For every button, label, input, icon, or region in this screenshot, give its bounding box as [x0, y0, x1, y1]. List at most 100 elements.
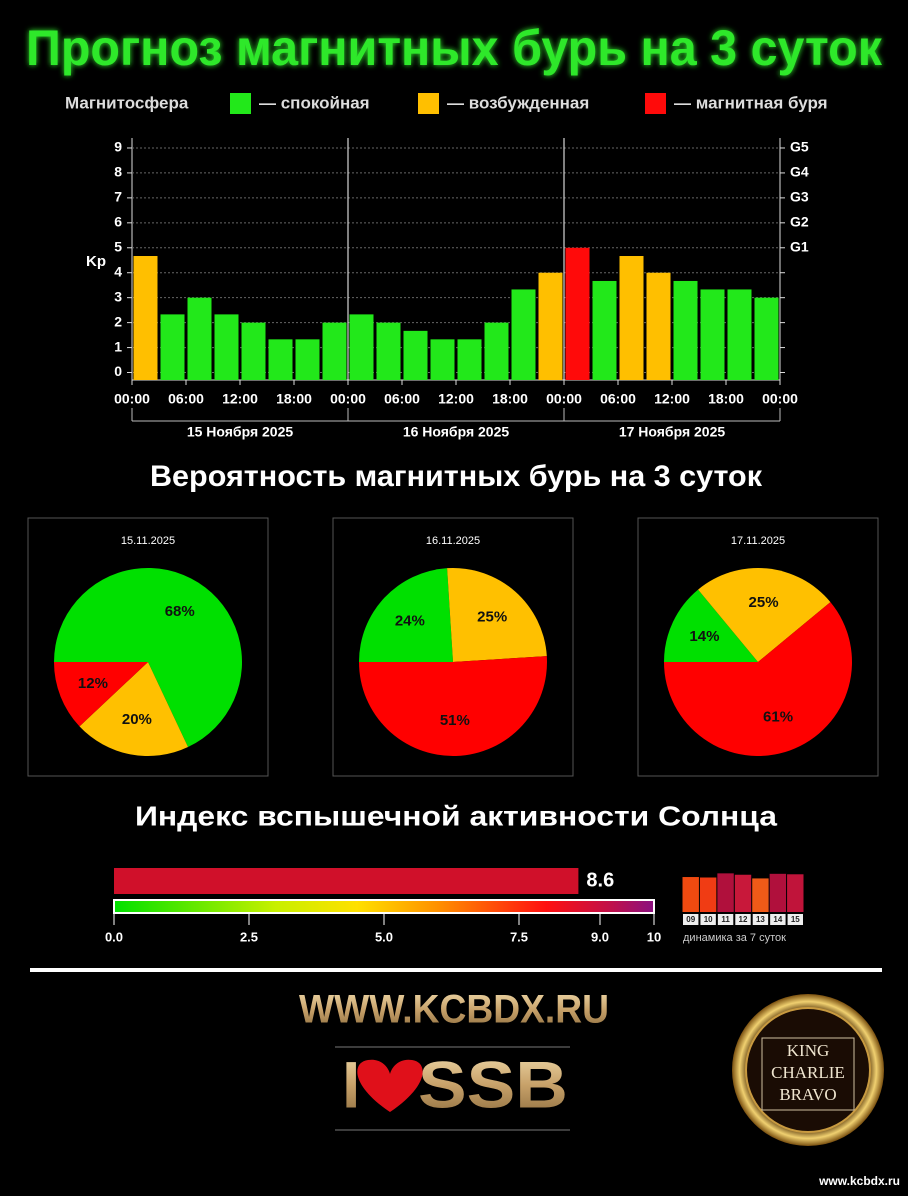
legend-swatch: [230, 93, 251, 114]
pie-slice: [359, 568, 453, 662]
x-tick-label: 12:00: [438, 391, 474, 407]
pie-slice: [698, 568, 831, 662]
x-tick-label: 06:00: [600, 391, 636, 407]
x-tick-label: 5.0: [375, 929, 393, 944]
pie-slice: [54, 568, 242, 748]
x-tick-label: 2.5: [240, 929, 258, 944]
x-tick-label: 12: [739, 915, 748, 924]
category-box: [717, 914, 734, 925]
x-tick-label: 18:00: [276, 391, 312, 407]
badge: [745, 1007, 871, 1133]
category-box: [700, 914, 716, 925]
heart-icon: [357, 1059, 423, 1112]
bar: [565, 247, 590, 380]
x-tick-label: 00:00: [762, 391, 798, 407]
bar: [187, 297, 212, 380]
x-tick-label: 10: [647, 929, 661, 944]
legend-label: — магнитная буря: [674, 93, 828, 112]
bar: [700, 289, 725, 380]
site-banner: WWW.KCBDX.RU: [299, 988, 609, 1032]
pie-title: 15.11.2025: [121, 535, 175, 547]
y2-tick-label: G1: [790, 238, 809, 254]
bar: [241, 322, 266, 380]
site-url: www.kcbdx.ru: [818, 1174, 900, 1188]
y2-tick-label: G5: [790, 139, 809, 155]
x-tick-label: 12:00: [654, 391, 690, 407]
slice-label: 20%: [122, 711, 152, 728]
bar: [699, 877, 717, 912]
legend-title: Магнитосфера: [65, 93, 189, 112]
y2-tick-label: G4: [790, 164, 809, 180]
bar: [673, 280, 698, 380]
y-tick-label: 9: [114, 139, 122, 155]
slice-label: 12%: [78, 675, 108, 692]
slice-label: 25%: [477, 609, 507, 626]
legend-label: — возбужденная: [447, 93, 589, 112]
bar: [717, 873, 734, 912]
bar: [349, 314, 374, 380]
day-label: 15 Ноября 2025: [187, 424, 294, 440]
y-tick-label: 6: [114, 214, 122, 230]
bar: [457, 339, 482, 380]
bar: [646, 272, 671, 380]
x-tick-label: 15: [791, 915, 800, 924]
bar: [403, 330, 428, 380]
legend-swatch: [645, 93, 666, 114]
pie-title: 17.11.2025: [731, 535, 785, 547]
pie-slice: [79, 662, 189, 756]
x-tick-label: 00:00: [114, 391, 150, 407]
y-tick-label: 2: [114, 313, 122, 329]
y2-tick-label: G3: [790, 189, 809, 205]
slice-label: 14%: [689, 628, 719, 645]
legend-swatch: [418, 93, 439, 114]
y-tick-label: 4: [114, 263, 122, 279]
gauge-title: Индекс вспышечной активности Солнца: [135, 800, 777, 831]
bar: [727, 289, 752, 380]
x-tick-label: 11: [721, 915, 730, 924]
pie-slice: [447, 568, 547, 662]
day-label: 16 Ноября 2025: [403, 424, 510, 440]
bar: [376, 322, 401, 380]
x-tick-label: 18:00: [492, 391, 528, 407]
bar: [787, 874, 804, 912]
category-box: [683, 914, 699, 925]
slice-label: 25%: [749, 594, 779, 611]
bar: [769, 873, 787, 912]
chart-title: Прогноз магнитных бурь на 3 суток: [26, 20, 883, 76]
bar: [592, 280, 617, 380]
day-label: 17 Ноября 2025: [619, 424, 726, 440]
pie-slice: [664, 589, 758, 662]
x-tick-label: 9.0: [591, 929, 609, 944]
pie-slice: [664, 602, 852, 756]
y2-tick-label: G2: [790, 214, 809, 230]
x-tick-label: 7.5: [510, 929, 528, 944]
x-tick-label: 18:00: [708, 391, 744, 407]
x-tick-label: 13: [756, 915, 765, 924]
category-box: [752, 914, 769, 925]
slice-label: 24%: [395, 612, 425, 629]
bar: [268, 339, 293, 380]
badge-text: KING: [787, 1041, 830, 1060]
pie-title: 16.11.2025: [426, 535, 480, 547]
y-tick-label: 8: [114, 164, 122, 180]
x-tick-label: 06:00: [168, 391, 204, 407]
y-tick-label: 3: [114, 288, 122, 304]
x-tick-label: 10: [704, 915, 713, 924]
gauge-scale: [113, 899, 655, 914]
bar: [430, 339, 455, 380]
bar: [754, 297, 779, 380]
bar: [682, 877, 699, 912]
bar: [214, 314, 239, 380]
x-tick-label: 00:00: [330, 391, 366, 407]
x-tick-label: 09: [686, 915, 695, 924]
bar: [322, 322, 347, 380]
category-box: [787, 914, 803, 925]
y-tick-label: 1: [114, 338, 122, 354]
bar: [511, 289, 536, 380]
gauge-value: 8.6: [586, 869, 614, 891]
category-box: [735, 914, 751, 925]
y-tick-label: 0: [114, 363, 122, 379]
bar: [160, 314, 185, 380]
badge-text: BRAVO: [779, 1085, 836, 1104]
x-tick-label: 14: [773, 915, 782, 924]
